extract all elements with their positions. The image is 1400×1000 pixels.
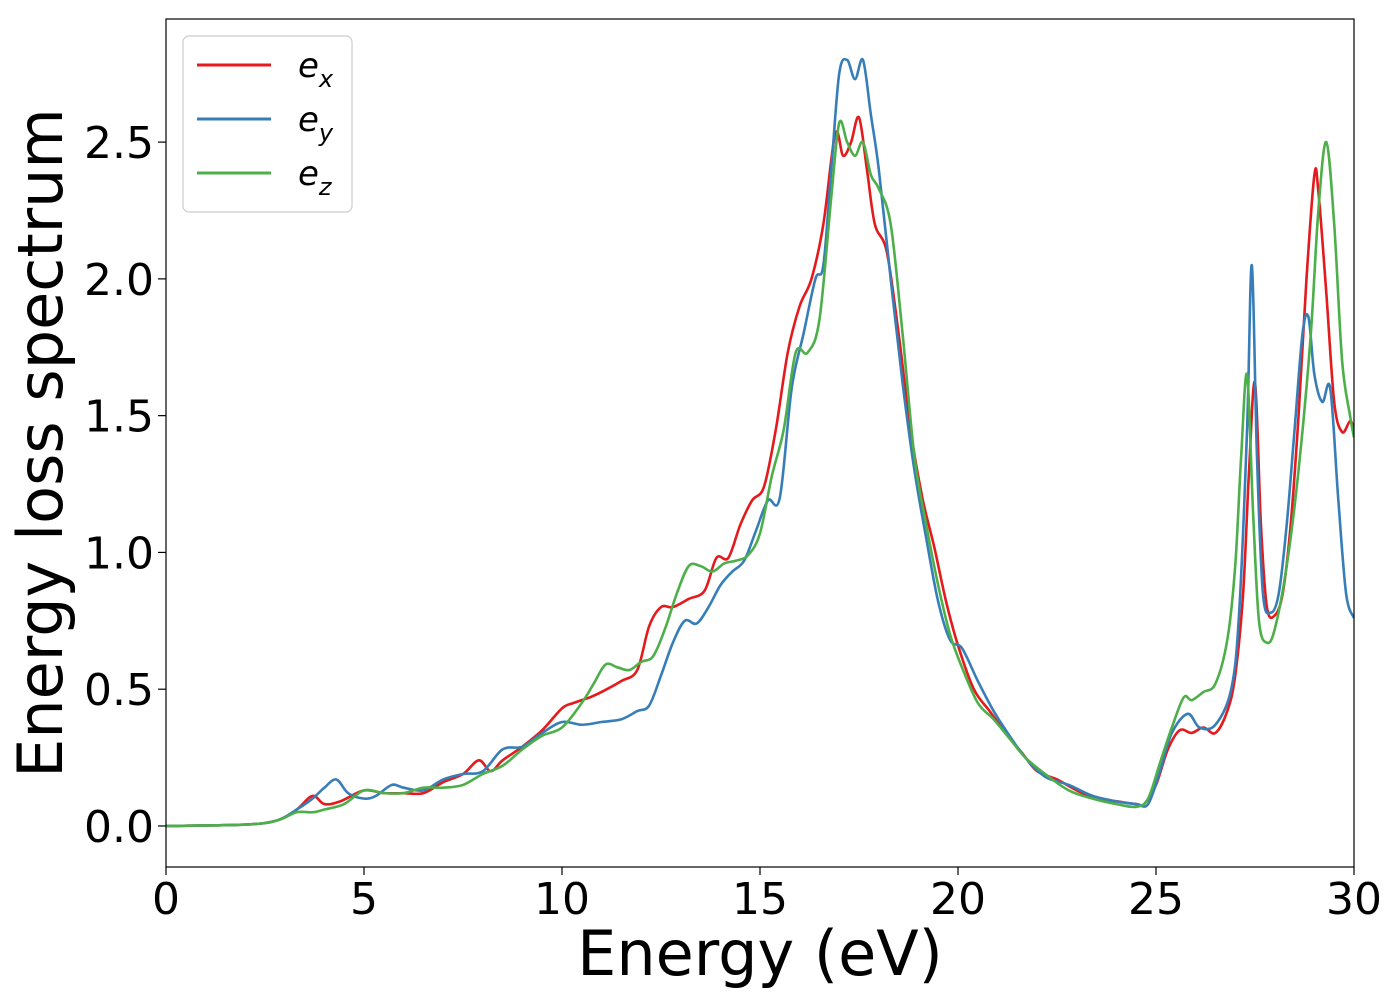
y-tick-label: 2.5	[84, 118, 154, 169]
x-tick-label: 25	[1128, 874, 1184, 925]
plot-series	[166, 57, 1354, 828]
y-tick-label: 1.0	[84, 528, 154, 579]
series-line-z	[166, 119, 1354, 828]
x-axis-label: Energy (eV)	[577, 917, 943, 990]
legend-box	[182, 35, 353, 213]
y-tick-label: 2.0	[84, 255, 154, 306]
series-line-y	[166, 57, 1354, 828]
x-tick-label: 30	[1326, 874, 1382, 925]
y-tick-label: 1.5	[84, 392, 154, 443]
x-tick-label: 10	[534, 874, 590, 925]
x-tick-label: 15	[732, 874, 788, 925]
y-tick-label: 0.0	[84, 802, 154, 853]
x-tick-label: 20	[930, 874, 986, 925]
x-tick-label: 5	[350, 874, 378, 925]
axis-ticks: 0 5 10 15 20 25 30 0.0 0.5 1.0 1.5 2.0 2.5	[84, 118, 1382, 925]
y-axis-label: Energy loss spectrum	[4, 108, 77, 778]
x-tick-label: 0	[152, 874, 180, 925]
y-tick-label: 0.5	[84, 665, 154, 716]
